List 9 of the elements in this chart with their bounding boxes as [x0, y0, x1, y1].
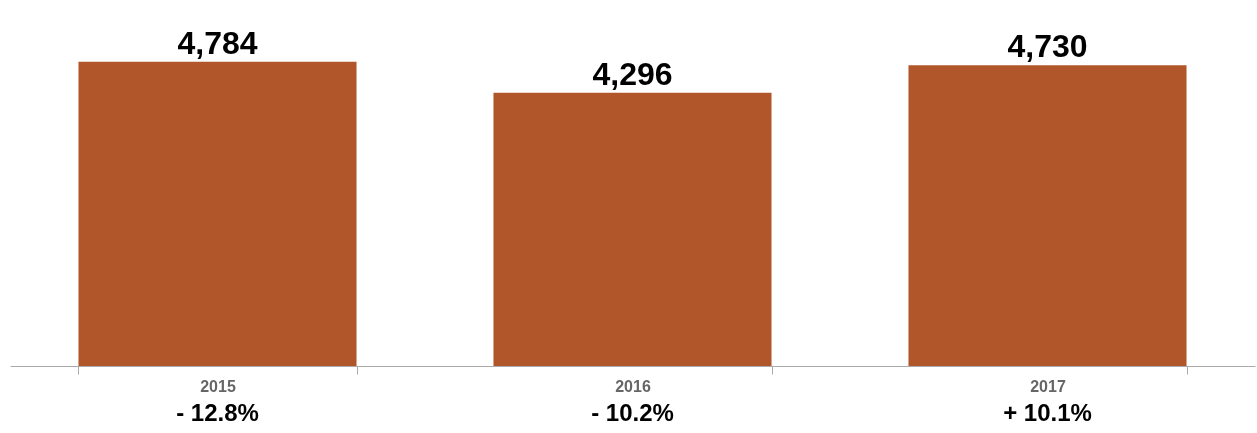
x-tick-label: 2016	[615, 377, 651, 395]
text: - 10.2%	[591, 399, 674, 426]
x-tick-label: 2015	[200, 377, 236, 395]
text: - 12.8%	[176, 399, 259, 426]
data-label: 4,296	[592, 55, 673, 92]
data-label: 4,784	[177, 24, 258, 61]
data-label: 4,730	[1007, 28, 1088, 65]
text: + 10.1%	[1003, 399, 1092, 426]
x-tick-label: 2017	[1030, 377, 1066, 395]
